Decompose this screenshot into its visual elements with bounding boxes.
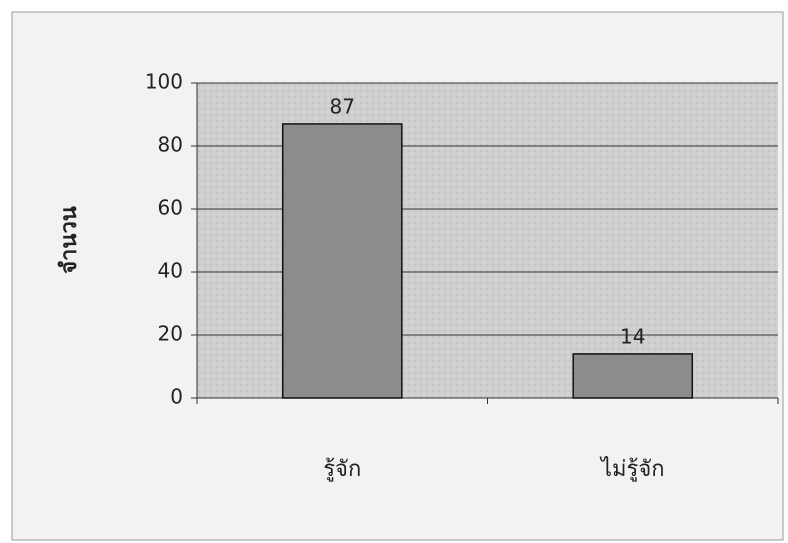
data-label: 14 [620, 324, 645, 348]
bar [281, 123, 403, 399]
y-axis-label: จำนวน [57, 206, 82, 274]
bar [572, 353, 694, 399]
y-tick-label: 100 [145, 70, 183, 94]
x-tick-label: ไม่รู้จัก [599, 456, 665, 482]
y-tick-label: 40 [158, 259, 183, 283]
y-tick-label: 80 [158, 133, 183, 157]
y-tick-label: 60 [158, 196, 183, 220]
x-tick-label: รู้จัก [323, 457, 361, 482]
data-label: 87 [330, 94, 355, 118]
y-tick-label: 20 [158, 322, 183, 346]
y-tick-label: 0 [170, 385, 183, 409]
